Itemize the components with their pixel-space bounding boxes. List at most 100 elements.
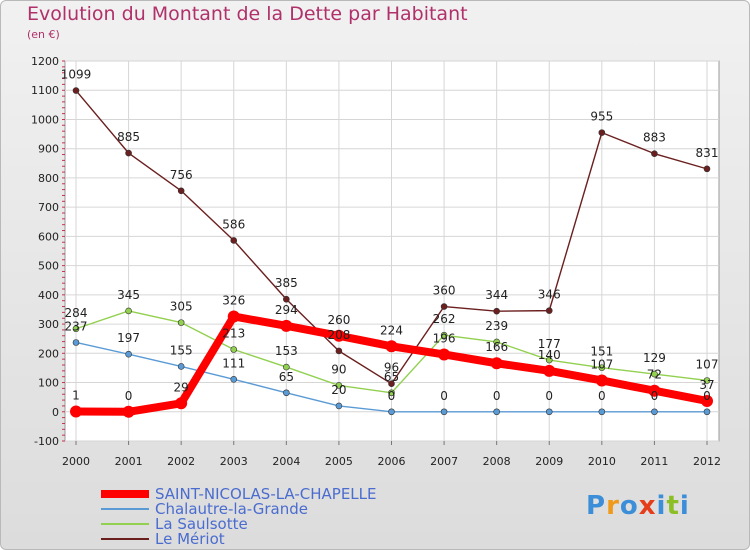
data-point [227, 310, 240, 323]
y-tick-label: 1100 [31, 84, 59, 97]
x-tick-label: 2011 [640, 455, 668, 468]
data-point [598, 129, 606, 136]
y-tick-label: 100 [38, 377, 59, 390]
y-tick-label: 1200 [31, 55, 59, 68]
data-point [122, 405, 135, 418]
data-point [388, 408, 395, 416]
data-point [177, 319, 185, 326]
data-point [440, 331, 448, 339]
x-tick-label: 2001 [115, 455, 143, 468]
data-point [177, 187, 185, 195]
y-tick-label: 300 [38, 318, 59, 331]
data-point [598, 364, 606, 371]
data-point [651, 408, 658, 416]
data-point [230, 237, 238, 244]
y-tick-label: 0 [52, 406, 59, 419]
legend-label: SAINT-NICOLAS-LA-CHAPELLE [155, 485, 377, 503]
data-point [703, 377, 711, 384]
data-label: 0 [651, 389, 659, 403]
data-point [283, 389, 290, 397]
data-point [335, 347, 343, 355]
data-label: 213 [222, 327, 245, 341]
logo-letter: t [666, 491, 680, 521]
data-point [388, 389, 395, 397]
logo-letter: P [586, 491, 607, 521]
data-label: 197 [117, 331, 140, 345]
data-label: 208 [327, 328, 350, 342]
data-label: 0 [125, 389, 133, 403]
legend-label: Chalautre-la-Grande [155, 500, 308, 518]
data-label: 756 [170, 168, 193, 182]
data-label: 153 [275, 344, 298, 358]
data-label: 65 [279, 370, 294, 384]
data-label: 151 [590, 345, 613, 359]
data-point [280, 319, 293, 332]
data-point [332, 329, 345, 342]
x-tick-label: 2000 [62, 455, 90, 468]
data-label: 90 [331, 362, 346, 376]
data-label: 107 [696, 357, 719, 371]
data-point [648, 384, 661, 397]
data-label: 0 [388, 389, 396, 403]
data-point [493, 408, 500, 416]
x-tick-label: 2002 [167, 455, 195, 468]
data-point [438, 348, 451, 361]
logo-letter: i [656, 491, 667, 521]
logo-letter: o [619, 491, 639, 521]
x-tick-label: 2004 [272, 455, 300, 468]
data-point [335, 382, 343, 389]
data-point [385, 340, 398, 353]
logo-letter: x [638, 491, 657, 521]
data-point [651, 370, 658, 378]
data-point [335, 402, 343, 410]
data-point [545, 408, 553, 416]
data-label: 72 [647, 368, 662, 382]
data-label: 237 [65, 319, 88, 333]
data-point [388, 380, 395, 388]
data-point [440, 303, 448, 310]
data-point [543, 364, 556, 377]
data-point [598, 408, 606, 416]
data-point [283, 363, 290, 371]
data-point [440, 408, 448, 416]
data-label: 0 [598, 389, 606, 403]
data-label: 0 [703, 389, 711, 403]
data-label: 1099 [61, 68, 92, 82]
x-tick-label: 2009 [535, 455, 563, 468]
data-point [545, 356, 553, 364]
data-label: 20 [331, 383, 346, 397]
data-label: 107 [590, 357, 613, 371]
data-label: 0 [545, 389, 553, 403]
data-point [703, 408, 711, 416]
x-tick-label: 2005 [325, 455, 353, 468]
data-label: 326 [222, 293, 245, 307]
legend-label: La Saulsotte [155, 515, 248, 533]
y-tick-label: 600 [38, 230, 59, 243]
data-point [230, 376, 238, 383]
data-label: 0 [440, 389, 448, 403]
data-label: 346 [538, 288, 561, 302]
x-tick-label: 2008 [483, 455, 511, 468]
data-point [493, 307, 500, 315]
data-label: 294 [275, 303, 298, 317]
data-label: 37 [699, 378, 714, 392]
data-label: 344 [485, 288, 508, 302]
data-point [701, 394, 713, 407]
data-label: 129 [643, 351, 666, 365]
data-label: 0 [493, 389, 501, 403]
data-label: 196 [433, 331, 456, 345]
data-point [72, 325, 80, 333]
y-tick-label: 500 [38, 260, 59, 273]
logo-letter: r [606, 491, 620, 521]
data-point [72, 87, 80, 94]
legend-label: Le Mériot [155, 530, 225, 548]
data-point [125, 307, 132, 315]
data-label: 224 [380, 323, 403, 337]
data-label: 385 [275, 276, 298, 290]
data-point [283, 295, 290, 303]
data-label: 262 [433, 312, 456, 326]
y-tick-label: -100 [34, 435, 59, 448]
data-label: 29 [174, 380, 189, 394]
y-tick-label: 1000 [31, 113, 59, 126]
data-label: 284 [65, 306, 88, 320]
